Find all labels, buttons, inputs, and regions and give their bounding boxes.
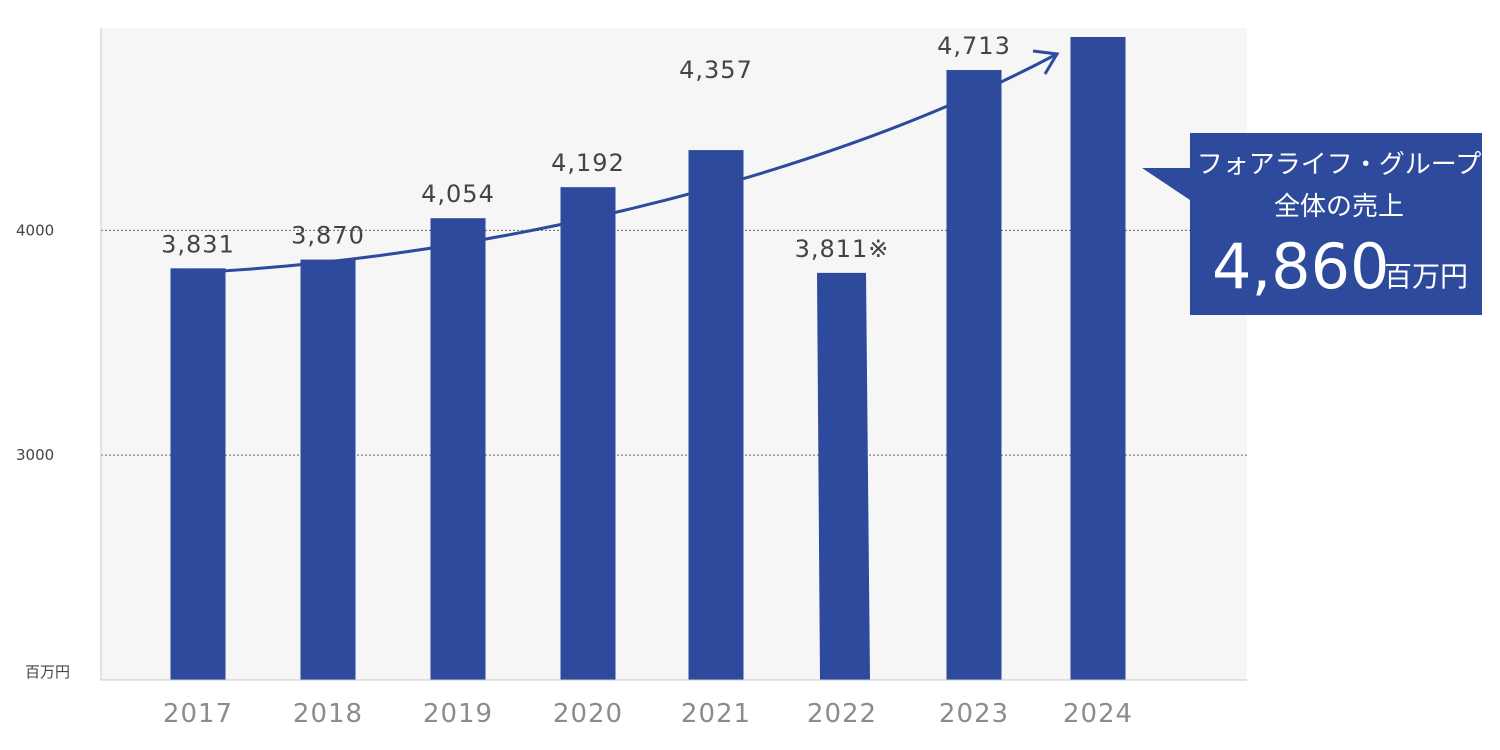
data-label-2018: 3,870 [291,222,365,250]
trend-arrow-head [1032,49,1060,75]
bar-2018 [300,259,356,680]
callout-line2: 全体の売上 [1274,192,1404,222]
data-label-2022: 3,811※ [795,235,890,263]
bar-2023 [946,70,1002,681]
x-tick-label: 2023 [939,699,1009,729]
x-tick-label: 2024 [1063,699,1133,729]
trend-arrow-curve [182,53,1056,275]
x-tick-label: 2022 [807,699,877,729]
x-tick-label: 2018 [293,699,363,729]
bar-2022 [817,272,870,680]
y-tick-label: 3000 [16,446,54,464]
bar-2020 [560,187,616,681]
data-label-2019: 4,054 [421,180,495,208]
x-tick-label: 2017 [163,699,233,729]
data-label-2023: 4,713 [937,32,1011,60]
plot-background [101,28,1247,680]
callout-box [1142,133,1482,315]
bar-2017 [170,268,226,680]
bar-2021 [688,150,744,681]
callout-line1: フォアライフ・グループ [1197,150,1481,180]
callout-value: 4,860 [1212,230,1390,303]
callout-unit: 百万円 [1384,260,1468,293]
data-label-2017: 3,831 [161,230,235,258]
data-label-2021: 4,357 [679,56,753,84]
x-tick-label: 2020 [553,699,623,729]
x-tick-label: 2021 [681,699,751,729]
data-label-2020: 4,192 [551,149,625,177]
x-tick-label: 2019 [423,699,493,729]
y-unit-label: 百万円 [25,663,70,681]
y-tick-label: 4000 [16,221,54,239]
bar-2019 [430,218,486,680]
bar-2024 [1070,36,1126,680]
